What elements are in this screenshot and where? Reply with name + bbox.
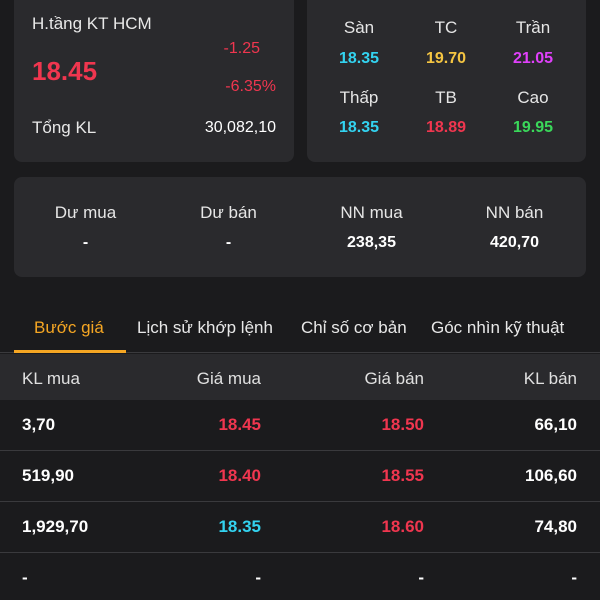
high-price-value: 19.95 xyxy=(512,119,554,136)
total-volume-value: 30,082,10 xyxy=(204,119,276,136)
ask-volume: 74,80 xyxy=(534,517,577,536)
tab-technical-view[interactable]: Góc nhìn kỹ thuật xyxy=(431,318,565,337)
foreign-sell-value: 420,70 xyxy=(490,234,539,251)
bid-price[interactable]: 18.45 xyxy=(218,415,261,434)
reference-prices-card: Sàn 18.35 TC 19.70 Trần 21.05 Thấp 18.35… xyxy=(307,0,586,162)
ceiling-price-value: 21.05 xyxy=(512,50,554,67)
reference-price-label: TC xyxy=(434,18,458,37)
tab-match-history[interactable]: Lịch sử khớp lệnh xyxy=(137,318,273,337)
ask-surplus-value: - xyxy=(225,234,232,251)
bid-volume: 1,929,70 xyxy=(22,517,89,536)
table-row: 3,70 18.45 18.50 66,10 xyxy=(0,400,600,451)
table-row: 1,929,70 18.35 18.60 74,80 xyxy=(0,502,600,553)
header-bid-volume: KL mua xyxy=(22,369,80,388)
ask-volume: 66,10 xyxy=(534,415,577,434)
ask-volume: 106,60 xyxy=(525,466,577,485)
table-row: - - - - xyxy=(0,553,600,600)
low-price-value: 18.35 xyxy=(338,119,380,136)
header-ask-volume: KL bán xyxy=(523,369,577,388)
bid-price[interactable]: 18.35 xyxy=(218,517,261,536)
tab-fundamentals[interactable]: Chỉ số cơ bản xyxy=(301,318,407,337)
foreign-buy-label: NN mua xyxy=(340,203,403,222)
bid-price: - xyxy=(255,568,261,587)
ask-price[interactable]: 18.60 xyxy=(381,517,424,536)
bid-volume: - xyxy=(22,568,28,587)
ceiling-price-label: Trần xyxy=(515,18,551,37)
high-price-label: Cao xyxy=(517,88,549,107)
bid-surplus-label: Dư mua xyxy=(54,203,117,222)
total-volume-label: Tổng KL xyxy=(32,118,97,137)
bid-price[interactable]: 18.40 xyxy=(218,466,261,485)
header-bid-price: Giá mua xyxy=(196,369,261,388)
stock-change: -1.25 xyxy=(223,40,260,57)
ask-price[interactable]: 18.55 xyxy=(381,466,424,485)
bid-volume: 3,70 xyxy=(22,415,56,434)
tab-price-steps[interactable]: Bước giá xyxy=(34,318,104,337)
stock-name: H.tầng KT HCM xyxy=(32,14,152,33)
bid-volume: 519,90 xyxy=(22,466,74,485)
bid-surplus-value: - xyxy=(82,234,89,251)
detail-tabs: Bước giá Lịch sử khớp lệnh Chỉ số cơ bản… xyxy=(0,300,600,353)
foreign-sell-label: NN bán xyxy=(485,203,544,222)
order-book-header: KL mua Giá mua Giá bán KL bán xyxy=(0,354,600,400)
foreign-buy-value: 238,35 xyxy=(347,234,396,251)
active-tab-indicator xyxy=(14,350,126,353)
ask-price: - xyxy=(418,568,424,587)
floor-price-label: Sàn xyxy=(343,18,375,37)
ask-volume: - xyxy=(571,568,577,587)
header-ask-price: Giá bán xyxy=(364,369,424,388)
ask-surplus-label: Dư bán xyxy=(200,203,257,222)
stock-summary-card: H.tầng KT HCM 18.45 -1.25 -6.35% Tổng KL… xyxy=(14,0,294,162)
stock-price: 18.45 xyxy=(32,56,98,86)
average-price-value: 18.89 xyxy=(425,119,467,136)
table-row: 519,90 18.40 18.55 106,60 xyxy=(0,451,600,502)
stock-change-percent: -6.35% xyxy=(225,78,276,95)
foreign-trading-card: Dư mua - Dư bán - NN mua 238,35 NN bán 4… xyxy=(14,177,586,277)
low-price-label: Thấp xyxy=(339,88,379,107)
floor-price-value: 18.35 xyxy=(338,50,380,67)
reference-price-value: 19.70 xyxy=(425,50,467,67)
average-price-label: TB xyxy=(435,88,457,107)
ask-price[interactable]: 18.50 xyxy=(381,415,424,434)
